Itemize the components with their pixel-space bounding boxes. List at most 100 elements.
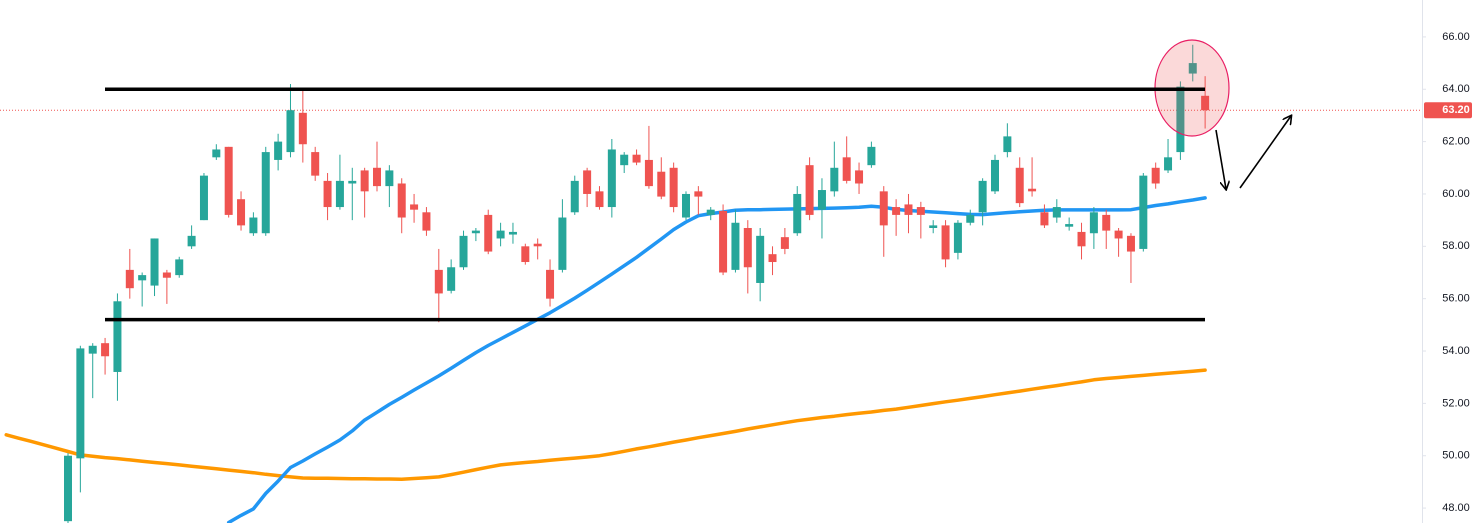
candle-body	[385, 170, 394, 187]
candle-body	[879, 191, 888, 226]
candle-body	[274, 141, 283, 160]
candle-body	[125, 269, 134, 289]
candle-body	[1164, 157, 1173, 171]
candle-body	[249, 217, 258, 234]
candle-body	[644, 159, 653, 187]
candle-body	[1151, 167, 1160, 184]
arrow-down	[1215, 129, 1226, 189]
plot-area	[0, 44, 1422, 523]
y-tick-label: 60.00	[1442, 188, 1470, 200]
candle-body	[1028, 188, 1037, 192]
candle-body	[76, 348, 85, 459]
candle-body	[224, 146, 233, 215]
candle-body	[570, 180, 579, 213]
candle-body	[953, 222, 962, 253]
candle-body	[459, 235, 468, 268]
candle-body	[348, 180, 357, 184]
y-tick-label: 64.00	[1442, 83, 1470, 95]
candle-body	[237, 199, 246, 226]
candle-body	[434, 269, 443, 294]
candle-body	[471, 230, 480, 234]
y-tick-label: 50.00	[1442, 450, 1470, 462]
candle-body	[101, 343, 110, 357]
candle-body	[805, 165, 814, 215]
candle-body	[682, 193, 690, 218]
candle-body	[1040, 212, 1049, 226]
candle-body	[187, 235, 196, 247]
candle-body	[1201, 95, 1210, 111]
candle-body	[743, 227, 752, 268]
candle-body	[978, 180, 987, 213]
candle-body	[595, 191, 604, 208]
candle-body	[731, 222, 740, 270]
y-tick-label: 52.00	[1442, 397, 1470, 409]
candle-body	[410, 204, 419, 210]
candle-body	[113, 301, 122, 372]
candle-body	[150, 238, 159, 286]
candle-body	[311, 152, 320, 176]
candle-body	[583, 170, 592, 194]
y-tick-label: 54.00	[1442, 345, 1470, 357]
candle-body	[64, 455, 72, 522]
candle-body	[632, 154, 641, 163]
candle-body	[484, 214, 493, 252]
candle-body	[904, 204, 913, 215]
candle-body	[286, 110, 295, 153]
candle-body	[620, 154, 629, 166]
candle-body	[719, 210, 728, 273]
candle-body	[212, 149, 221, 158]
candle-body	[1065, 224, 1074, 227]
candle-body	[929, 225, 938, 228]
candle-body	[817, 190, 826, 210]
candle-body	[991, 159, 999, 192]
candle-body	[1114, 230, 1123, 239]
candle-body	[422, 212, 431, 231]
y-tick-label: 62.00	[1442, 136, 1470, 148]
candle-body	[830, 167, 839, 192]
candle-body	[1003, 136, 1012, 153]
arrow-up	[1239, 116, 1291, 189]
candle-body	[756, 235, 765, 283]
candle-body	[360, 170, 369, 192]
candle-body	[768, 254, 777, 263]
candle-body	[1139, 175, 1148, 249]
candle-body	[138, 275, 147, 281]
candle-body	[175, 259, 184, 276]
candle-body	[261, 152, 270, 234]
y-tick-label: 56.00	[1442, 293, 1470, 305]
candle-body	[941, 225, 950, 260]
candle-body	[966, 214, 975, 223]
candle-body	[199, 175, 208, 221]
candle-body	[1052, 207, 1061, 218]
candle-body	[892, 207, 901, 215]
candle-body	[706, 209, 715, 215]
candle-body	[447, 267, 456, 291]
candle-body	[1176, 86, 1185, 153]
candle-body	[533, 243, 542, 247]
y-tick-label: 48.00	[1442, 502, 1470, 514]
candle-body	[335, 180, 344, 208]
y-tick-label: 66.00	[1442, 31, 1470, 43]
y-tick-label: 58.00	[1442, 240, 1470, 252]
candle-body	[521, 246, 530, 263]
candle-body	[855, 170, 864, 184]
candle-body	[558, 217, 567, 270]
candle-body	[1089, 212, 1098, 234]
candle-body	[496, 230, 505, 239]
candle-body	[298, 112, 307, 145]
candle-body	[1126, 235, 1135, 252]
candle-body	[607, 149, 616, 208]
candle-body	[694, 191, 703, 197]
last-price-box	[1424, 102, 1472, 119]
candle-body	[780, 237, 789, 249]
candle-body	[397, 183, 406, 218]
candle-body	[373, 167, 381, 187]
last-price-label: 63.20	[1442, 104, 1470, 116]
candle-body	[916, 207, 925, 215]
candle-body	[1015, 167, 1024, 204]
candle-body	[1077, 231, 1086, 247]
candle-body	[842, 157, 851, 181]
